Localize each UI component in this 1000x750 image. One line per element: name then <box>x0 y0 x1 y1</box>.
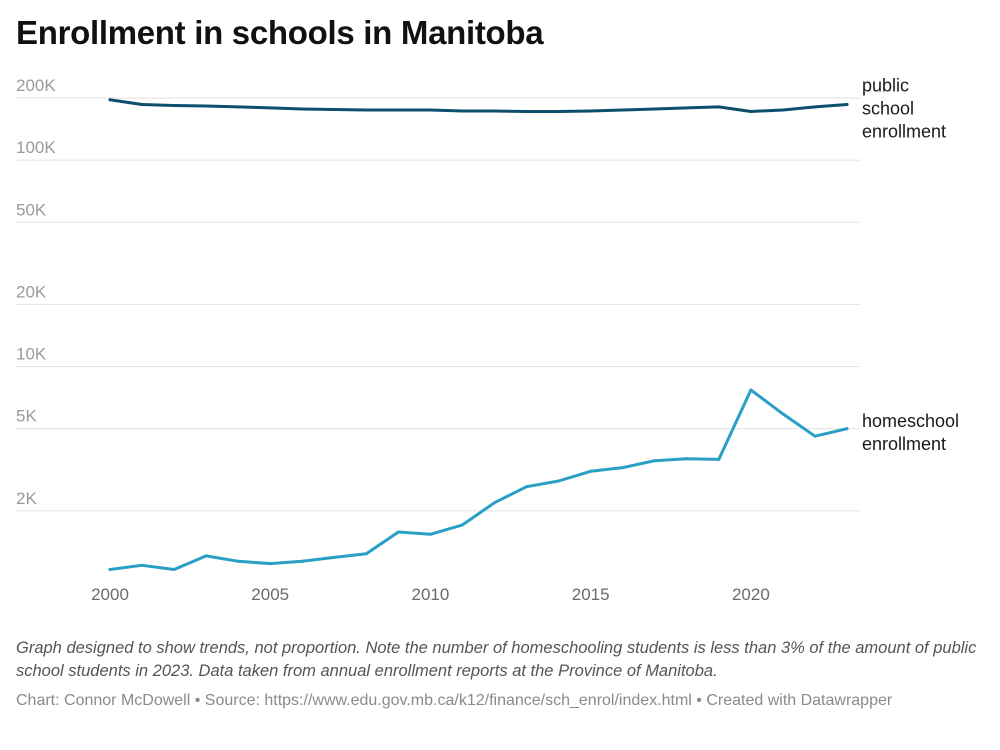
y-tick-label: 2K <box>16 489 37 508</box>
data-point <box>364 552 368 556</box>
data-point <box>557 110 561 114</box>
data-point <box>845 427 849 431</box>
data-point <box>332 555 336 559</box>
data-point <box>140 563 144 567</box>
data-point <box>396 530 400 534</box>
y-tick-label: 100K <box>16 138 56 157</box>
data-point <box>268 562 272 566</box>
data-point <box>781 412 785 416</box>
y-tick-label: 10K <box>16 345 47 364</box>
data-point <box>204 104 208 108</box>
data-point <box>268 106 272 110</box>
data-point <box>589 109 593 113</box>
y-tick-label: 20K <box>16 282 47 301</box>
chart-credits: Chart: Connor McDowell • Source: https:/… <box>16 692 893 709</box>
data-point <box>236 105 240 109</box>
data-point <box>621 108 625 112</box>
series-line <box>108 98 849 113</box>
series-label: public <box>862 76 909 96</box>
x-tick-label: 2020 <box>732 585 770 604</box>
data-point <box>460 523 464 527</box>
series-label: enrollment <box>862 122 946 142</box>
data-point <box>685 457 689 461</box>
data-point <box>300 559 304 563</box>
data-point <box>653 107 657 111</box>
data-point <box>749 110 753 114</box>
series-label: enrollment <box>862 434 946 454</box>
data-point <box>332 107 336 111</box>
data-point <box>749 388 753 392</box>
data-point <box>428 108 432 112</box>
y-tick-label: 200K <box>16 76 56 95</box>
data-point <box>364 108 368 112</box>
data-point <box>428 532 432 536</box>
data-point <box>108 98 112 102</box>
data-point <box>108 567 112 571</box>
y-axis-tick-labels: 200K 100K 50K 20K 10K 5K 2K <box>16 76 56 508</box>
x-tick-label: 2000 <box>91 585 129 604</box>
data-point <box>396 108 400 112</box>
chart-title: Enrollment in schools in Manitoba <box>16 14 544 51</box>
data-point <box>845 103 849 107</box>
data-point <box>525 485 529 489</box>
data-point <box>557 479 561 483</box>
data-point <box>140 103 144 107</box>
data-point <box>460 109 464 113</box>
series-label: school <box>862 99 914 119</box>
data-point <box>236 559 240 563</box>
x-tick-label: 2010 <box>412 585 450 604</box>
series-label: homeschool <box>862 411 959 431</box>
data-point <box>172 567 176 571</box>
data-point <box>813 434 817 438</box>
y-tick-label: 5K <box>16 407 37 426</box>
data-point <box>717 457 721 461</box>
data-point <box>493 109 497 113</box>
x-tick-label: 2015 <box>572 585 610 604</box>
data-point <box>813 105 817 109</box>
data-point <box>589 469 593 473</box>
data-point <box>685 106 689 110</box>
y-tick-label: 50K <box>16 200 47 219</box>
gridlines <box>16 97 860 512</box>
data-point <box>204 554 208 558</box>
data-point <box>493 501 497 505</box>
series-lines <box>108 98 849 571</box>
data-point <box>717 105 721 109</box>
data-point <box>525 110 529 114</box>
data-point <box>621 466 625 470</box>
chart-note: Graph designed to show trends, not propo… <box>16 639 977 680</box>
data-point <box>653 459 657 463</box>
data-point <box>172 103 176 107</box>
data-point <box>781 108 785 112</box>
series-labels: public school enrollment homeschool enrollme… <box>862 76 959 455</box>
data-point <box>300 107 304 111</box>
x-axis-tick-labels: 2000 2005 2010 2015 2020 <box>91 585 770 604</box>
series-line <box>108 388 849 571</box>
x-tick-label: 2005 <box>251 585 289 604</box>
